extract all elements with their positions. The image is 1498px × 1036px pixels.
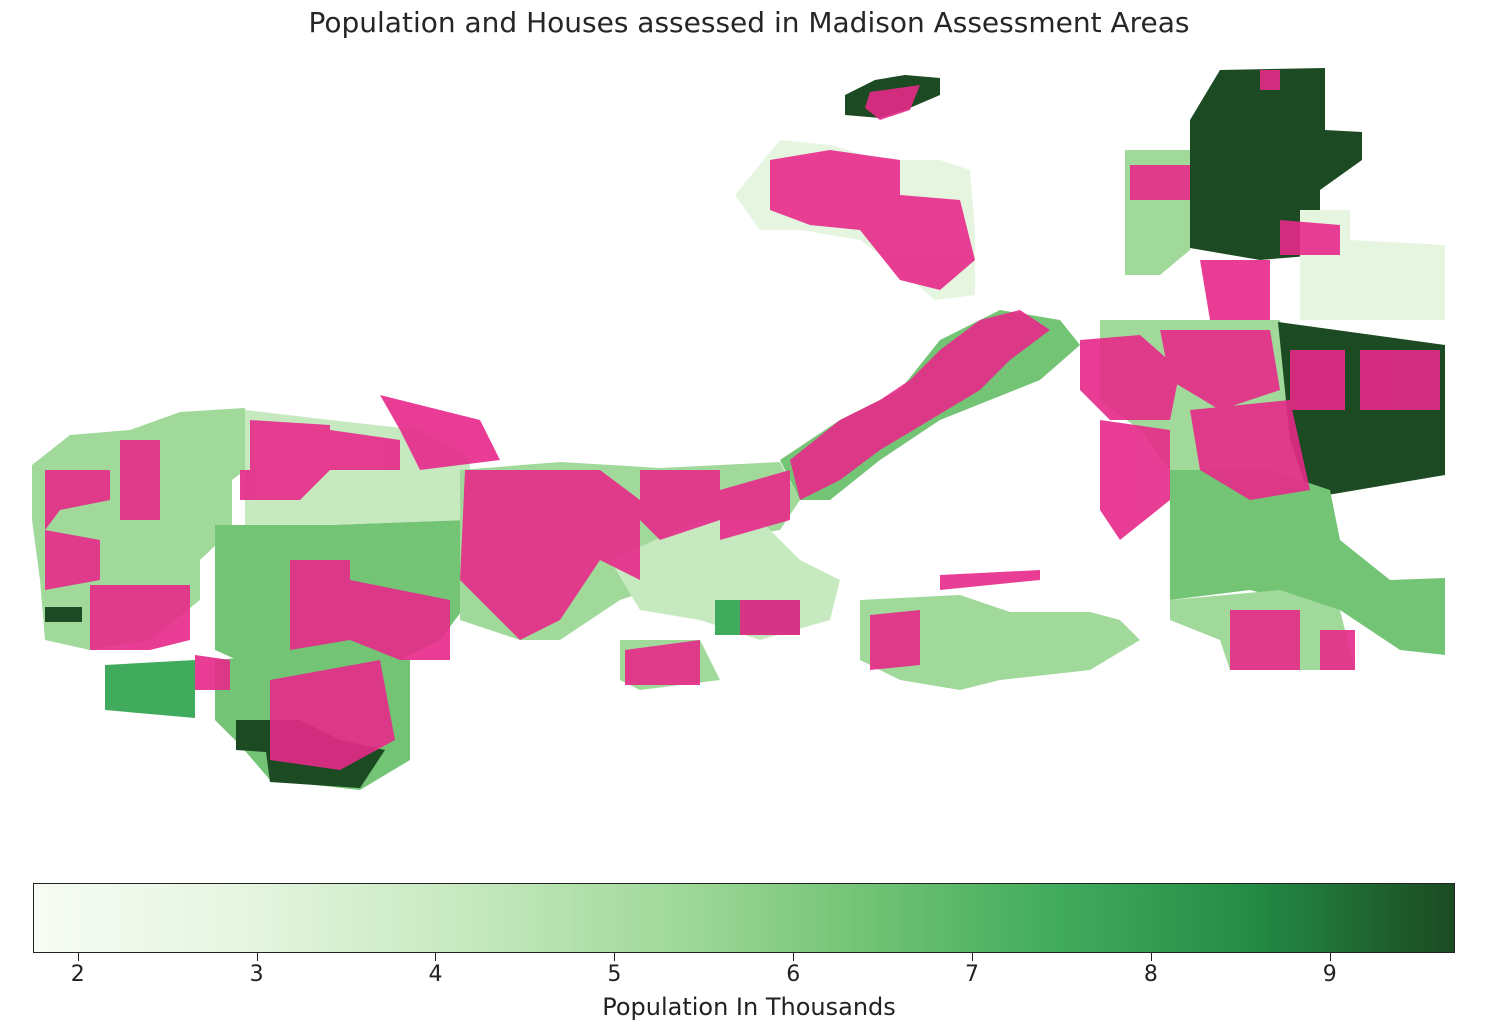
area-south-east-medium: [860, 595, 1140, 690]
colorbar-tick-label: 5: [607, 962, 622, 987]
colorbar-tick-mark: [1329, 953, 1331, 961]
house-cluster-isthmus: [790, 310, 1050, 500]
house-cluster-north: [770, 150, 975, 290]
choropleth-map: [32, 68, 1445, 790]
house-cluster-center: [460, 470, 790, 640]
colorbar-tick-mark: [1150, 953, 1152, 961]
colorbar-tick-mark: [77, 953, 79, 961]
colorbar: [33, 883, 1455, 953]
house-cluster-northeast: [1130, 70, 1340, 320]
house-markers: [45, 70, 1440, 770]
colorbar-tick-label: 4: [428, 962, 443, 987]
colorbar-tick-mark: [614, 953, 616, 961]
colorbar-tick-label: 7: [965, 962, 980, 987]
area-southwest: [105, 660, 195, 718]
house-cluster-southwest: [195, 560, 450, 770]
colorbar-tick-label: 3: [249, 962, 264, 987]
house-cluster-north-tip: [865, 85, 920, 120]
map-title: Population and Houses assessed in Madiso…: [308, 6, 1190, 39]
area-west-far: [32, 408, 245, 650]
colorbar-label: Population In Thousands: [602, 993, 896, 1021]
house-cluster-southeast: [1230, 610, 1355, 670]
house-cluster-west-center: [240, 395, 500, 500]
area-west-far-dark: [45, 607, 82, 622]
house-cluster-west: [45, 440, 190, 650]
colorbar-tick-mark: [793, 953, 795, 961]
colorbar-tick-mark: [435, 953, 437, 961]
colorbar-tick-mark: [972, 953, 974, 961]
house-cluster-east-ring: [1290, 350, 1440, 410]
colorbar-tick-label: 8: [1143, 962, 1158, 987]
house-cluster-south-center: [625, 570, 1040, 685]
house-cluster-east: [1080, 330, 1310, 540]
area-southeast-medium: [1170, 470, 1445, 655]
colorbar-tick-label: 9: [1322, 962, 1337, 987]
colorbar-tick-mark: [256, 953, 258, 961]
colorbar-tick-label: 2: [70, 962, 85, 987]
colorbar-tick-label: 6: [786, 962, 801, 987]
